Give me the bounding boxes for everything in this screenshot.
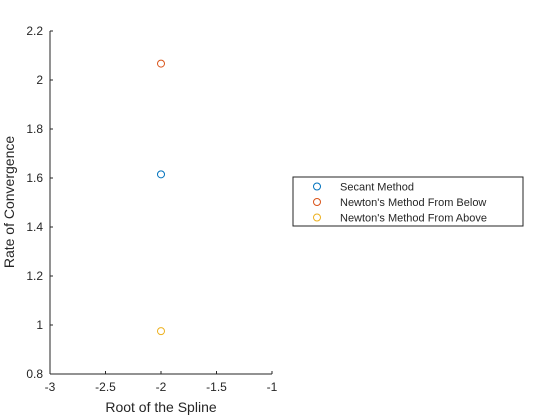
y-tick-label: 1.4 (26, 220, 43, 234)
axis-ticks: -3 -2.5 -2 -1.5 -1 0.8 1 1.2 1.4 1.6 1.8 2 2.2 (26, 24, 277, 394)
data-point-series-1 (157, 170, 165, 179)
y-tick-label: 1.2 (26, 269, 43, 283)
y-tick-label: 2 (36, 73, 43, 87)
data-points (157, 59, 165, 336)
legend-label: Newton's Method From Above (340, 213, 487, 225)
legend-box (292, 176, 524, 227)
x-tick-label: -2.5 (95, 380, 116, 394)
legend-label: Newton's Method From Below (340, 197, 486, 209)
axes (49, 31, 272, 375)
x-tick-label: -3 (45, 380, 56, 394)
data-point-series-2 (157, 59, 165, 68)
y-tick-label: 1 (36, 318, 43, 332)
legend-marker (313, 182, 321, 191)
y-tick-label: 1.8 (26, 122, 43, 136)
legend-marker (313, 213, 321, 222)
x-tick-label: -1 (267, 380, 278, 394)
y-tick-label: 0.8 (26, 367, 43, 381)
x-tick-label: -1.5 (206, 380, 227, 394)
legend-marker (313, 198, 321, 206)
y-axis-label: Rate of Convergence (1, 136, 17, 269)
y-tick-label: 1.6 (26, 171, 43, 185)
data-point-series-3 (157, 327, 165, 336)
x-axis-label: Root of the Spline (105, 399, 217, 415)
y-tick-label: 2.2 (26, 24, 43, 38)
legend-label: Secant Method (340, 182, 414, 194)
legend[interactable]: Secant Method Newton's Method From Below N… (292, 176, 524, 227)
x-tick-label: -2 (156, 380, 167, 394)
